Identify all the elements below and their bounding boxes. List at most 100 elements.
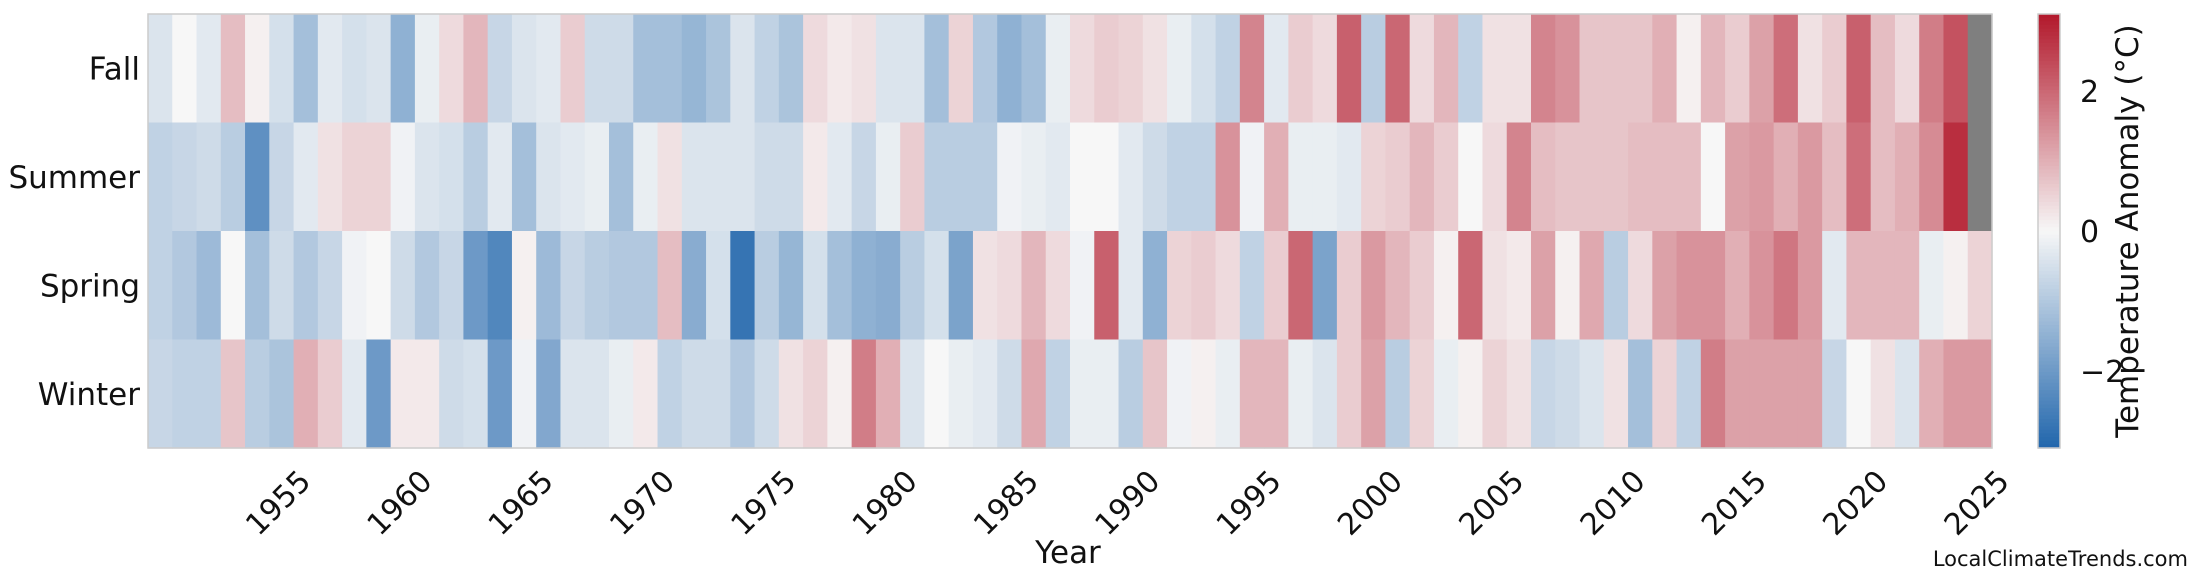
heatmap-cell — [1967, 231, 1993, 341]
heatmap-cell — [269, 122, 295, 232]
heatmap-cell — [196, 231, 222, 341]
heatmap-cell — [1312, 14, 1338, 124]
colorbar-segment — [2038, 310, 2060, 315]
heatmap-cell — [342, 122, 367, 232]
heatmap-cell — [633, 339, 659, 449]
heatmap-cell — [997, 122, 1023, 232]
heatmap-cell — [1021, 339, 1047, 449]
heatmap-cell — [1822, 14, 1848, 124]
heatmap-cell — [900, 339, 926, 449]
heatmap-cell — [1264, 122, 1289, 232]
heatmap-cell — [1482, 339, 1508, 449]
heatmap-cell — [1239, 231, 1265, 341]
heatmap-cell — [1725, 14, 1750, 124]
heatmap-cell — [1118, 122, 1144, 232]
heatmap-cell — [706, 122, 731, 232]
heatmap-cell — [1870, 14, 1896, 124]
colorbar-segment — [2038, 270, 2060, 275]
heatmap-cell — [1312, 231, 1338, 341]
heatmap-cell — [1385, 339, 1411, 449]
heatmap-cell — [657, 14, 683, 124]
colorbar-segment — [2038, 440, 2060, 445]
heatmap-cell — [390, 231, 416, 341]
colorbar-segment — [2038, 136, 2060, 142]
colorbar-segment — [2038, 180, 2060, 185]
heatmap-cell — [439, 231, 465, 341]
heatmap-cell — [1239, 122, 1265, 232]
heatmap-cell — [366, 339, 392, 449]
heatmap-cell — [1045, 231, 1071, 341]
heatmap-cell — [1894, 339, 1920, 449]
heatmap-cell — [1458, 122, 1484, 232]
heatmap-cell — [609, 339, 634, 449]
heatmap-cell — [1385, 231, 1411, 341]
colorbar-segment — [2038, 444, 2060, 449]
colorbar-tick-label: 0 — [2080, 215, 2099, 250]
colorbar-segment — [2038, 281, 2060, 286]
heatmap-cell — [390, 14, 416, 124]
x-tick-label: 1980 — [846, 464, 925, 543]
colorbar-segment — [2038, 408, 2060, 413]
heatmap-cell — [1700, 339, 1726, 449]
heatmap-cell — [778, 231, 804, 341]
heatmap-cell — [1094, 122, 1120, 232]
heatmap-cell — [1239, 14, 1265, 124]
colorbar-segment — [2038, 100, 2060, 106]
colorbar-segment — [2038, 126, 2060, 131]
colorbar-segment — [2038, 364, 2060, 370]
heatmap-cell — [196, 122, 222, 232]
colorbar-segment — [2038, 368, 2060, 373]
colorbar-segment — [2038, 24, 2060, 30]
colorbar-segment — [2038, 97, 2060, 102]
heatmap-cell — [1191, 231, 1217, 341]
heatmap-cell — [1531, 339, 1556, 449]
colorbar-segment — [2038, 419, 2060, 424]
colorbar-segment — [2038, 285, 2060, 290]
heatmap-cell — [220, 14, 246, 124]
heatmap-cell — [1919, 231, 1945, 341]
heatmap-cell — [827, 122, 853, 232]
colorbar-segment — [2038, 118, 2060, 124]
heatmap-cell — [148, 14, 173, 124]
heatmap-cell — [414, 339, 440, 449]
colorbar-segment — [2038, 361, 2060, 366]
colorbar-segment — [2038, 176, 2060, 181]
heatmap-cell — [1312, 339, 1338, 449]
colorbar-segment — [2038, 288, 2060, 294]
heatmap-cell — [948, 231, 974, 341]
heatmap-cell — [1967, 339, 1993, 449]
heatmap-cell — [1118, 339, 1144, 449]
heatmap-cell — [584, 14, 610, 124]
heatmap-cell — [536, 14, 562, 124]
row-label: Fall — [89, 51, 140, 87]
heatmap-cell — [1288, 14, 1314, 124]
heatmap-cell — [1676, 231, 1702, 341]
x-tick-label: 2020 — [1816, 464, 1895, 543]
colorbar-segment — [2038, 429, 2060, 435]
heatmap-cell — [924, 231, 950, 341]
colorbar-tick-label: −2 — [2080, 355, 2124, 390]
colorbar-segment — [2038, 299, 2060, 304]
heatmap-cell — [1021, 122, 1047, 232]
heatmap-cell — [1531, 231, 1556, 341]
heatmap-cell — [414, 14, 440, 124]
heatmap-cell — [1846, 339, 1872, 449]
heatmap-cell — [1506, 14, 1532, 124]
heatmap-cell — [1264, 231, 1289, 341]
x-tick-label: 2015 — [1695, 464, 1774, 543]
colorbar-label: Temperature Anomaly (°C) — [2110, 24, 2146, 438]
heatmap-cell — [1725, 122, 1750, 232]
heatmap-cell — [1191, 339, 1217, 449]
heatmap-cell — [1870, 231, 1896, 341]
heatmap-cell — [536, 339, 562, 449]
colorbar-segment — [2038, 173, 2060, 178]
heatmap-cell — [439, 14, 465, 124]
heatmap-cell — [511, 122, 537, 232]
heatmap-cell — [220, 339, 246, 449]
colorbar-segment — [2038, 209, 2060, 214]
x-tick-label: 1955 — [239, 464, 318, 543]
heatmap-cell — [1773, 122, 1799, 232]
colorbar-segment — [2038, 325, 2060, 330]
x-tick-label: 2005 — [1452, 464, 1531, 543]
heatmap-cell — [730, 14, 756, 124]
